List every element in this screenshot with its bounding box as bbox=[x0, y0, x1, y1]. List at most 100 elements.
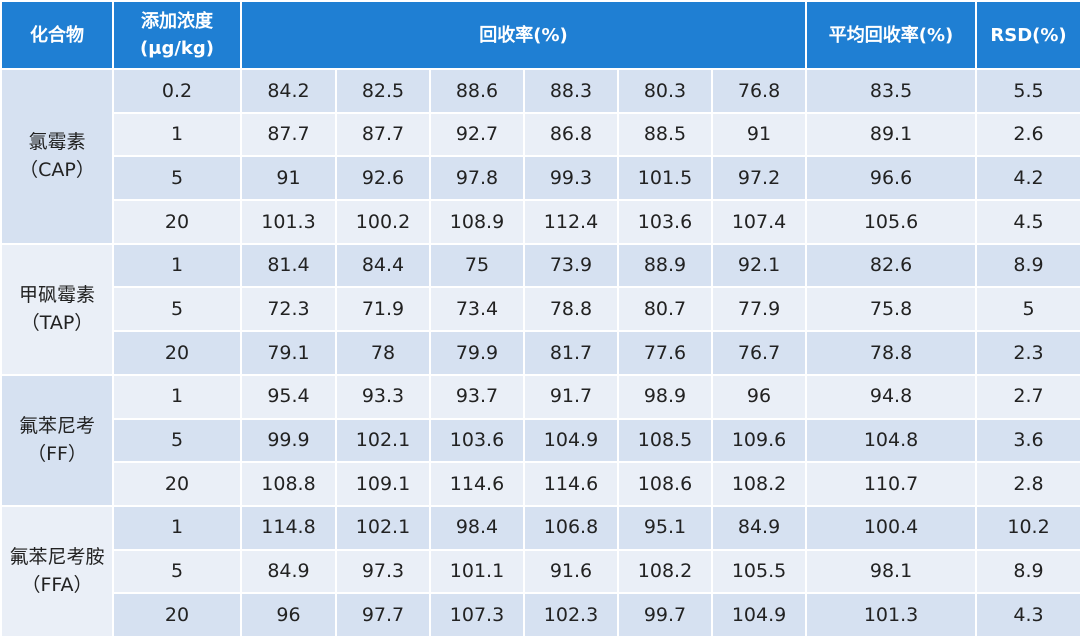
compound-cell: 氟苯尼考 （FF） bbox=[0, 373, 114, 507]
value-cell: 97.8 bbox=[429, 155, 525, 202]
value-cell: 82.6 bbox=[805, 242, 978, 289]
table-row: 1 87.7 87.7 92.7 86.8 88.5 91 89.1 2.6 bbox=[1, 111, 1080, 158]
value-cell: 104.9 bbox=[523, 417, 619, 464]
value-cell: 88.9 bbox=[617, 242, 713, 289]
value-cell: 2.3 bbox=[975, 330, 1080, 376]
value-cell: 99.7 bbox=[617, 592, 713, 638]
value-cell: 81.4 bbox=[240, 242, 337, 289]
value-cell: 96.6 bbox=[805, 155, 978, 202]
header-cell: 平均回收率(%) bbox=[805, 0, 978, 70]
value-cell: 86.8 bbox=[523, 111, 619, 158]
value-cell: 79.9 bbox=[429, 330, 525, 376]
value-cell: 108.6 bbox=[617, 461, 713, 507]
value-cell: 94.8 bbox=[805, 373, 978, 420]
value-cell: 4.2 bbox=[975, 155, 1080, 202]
value-cell: 108.2 bbox=[617, 548, 713, 595]
value-cell: 95.4 bbox=[240, 373, 337, 420]
value-cell: 4.3 bbox=[975, 592, 1080, 638]
compound-cell: 氯霉素 （CAP） bbox=[0, 68, 114, 245]
value-cell: 8.9 bbox=[975, 242, 1080, 289]
value-cell: 102.1 bbox=[335, 417, 431, 464]
value-cell: 0.2 bbox=[112, 68, 242, 114]
header-cell: RSD(%) bbox=[975, 0, 1080, 70]
value-cell: 97.3 bbox=[335, 548, 431, 595]
value-cell: 92.7 bbox=[429, 111, 525, 158]
value-cell: 88.3 bbox=[523, 68, 619, 114]
value-cell: 109.1 bbox=[335, 461, 431, 507]
value-cell: 95.1 bbox=[617, 504, 713, 551]
header-line: (μg/kg) bbox=[139, 38, 214, 59]
value-cell: 20 bbox=[112, 461, 242, 507]
value-cell: 1 bbox=[112, 242, 242, 289]
value-cell: 101.3 bbox=[240, 199, 337, 245]
value-cell: 4.5 bbox=[975, 199, 1080, 245]
value-cell: 20 bbox=[112, 592, 242, 638]
value-cell: 104.8 bbox=[805, 417, 978, 464]
value-cell: 91.7 bbox=[523, 373, 619, 420]
value-cell: 96 bbox=[240, 592, 337, 638]
value-cell: 75.8 bbox=[805, 286, 978, 333]
value-cell: 102.3 bbox=[523, 592, 619, 638]
value-cell: 1 bbox=[112, 504, 242, 551]
header-cell: 回收率(%) bbox=[239, 0, 808, 70]
value-cell: 103.6 bbox=[429, 417, 525, 464]
value-cell: 2.7 bbox=[975, 373, 1080, 420]
value-cell: 100.2 bbox=[335, 199, 431, 245]
value-cell: 97.7 bbox=[335, 592, 431, 638]
value-cell: 99.3 bbox=[523, 155, 619, 202]
value-cell: 80.3 bbox=[617, 68, 713, 114]
value-cell: 114.6 bbox=[429, 461, 525, 507]
value-cell: 3.6 bbox=[975, 417, 1080, 464]
value-cell: 81.7 bbox=[523, 330, 619, 376]
value-cell: 101.1 bbox=[429, 548, 525, 595]
value-cell: 78.8 bbox=[523, 286, 619, 333]
value-cell: 1 bbox=[112, 373, 242, 420]
value-cell: 5 bbox=[112, 417, 242, 464]
value-cell: 91.6 bbox=[523, 548, 619, 595]
value-cell: 82.5 bbox=[335, 68, 431, 114]
header-line: 添加浓度 bbox=[141, 11, 213, 32]
value-cell: 1 bbox=[112, 111, 242, 158]
value-cell: 73.4 bbox=[429, 286, 525, 333]
value-cell: 5.5 bbox=[975, 68, 1080, 114]
table-row: 20 79.1 78 79.9 81.7 77.6 76.7 78.8 2.3 bbox=[1, 330, 1080, 376]
value-cell: 100.4 bbox=[805, 504, 978, 551]
value-cell: 91 bbox=[240, 155, 337, 202]
value-cell: 84.9 bbox=[710, 504, 808, 551]
value-cell: 104.9 bbox=[710, 592, 808, 638]
value-cell: 103.6 bbox=[617, 199, 713, 245]
table-row: 氟苯尼考胺 （FFA） 1 114.8 102.1 98.4 106.8 95.1 84.9 10… bbox=[0, 504, 1080, 638]
value-cell: 2.8 bbox=[975, 461, 1080, 507]
value-cell: 76.8 bbox=[710, 68, 808, 114]
value-cell: 2.6 bbox=[975, 111, 1080, 158]
table-body: 氯霉素 （CAP） 0.2 84.2 82.5 88.6 88.3 80.3 76.8 83.5 5… bbox=[0, 68, 1080, 638]
value-cell: 88.5 bbox=[617, 111, 713, 158]
value-cell: 92.6 bbox=[335, 155, 431, 202]
value-cell: 87.7 bbox=[335, 111, 431, 158]
compound-cell: 甲砜霉素 （TAP） bbox=[0, 242, 114, 376]
compound-line: （FF） bbox=[27, 443, 87, 466]
value-cell: 5 bbox=[975, 286, 1080, 333]
value-cell: 110.7 bbox=[805, 461, 978, 507]
value-cell: 98.4 bbox=[429, 504, 525, 551]
value-cell: 114.8 bbox=[240, 504, 337, 551]
value-cell: 5 bbox=[112, 548, 242, 595]
value-cell: 84.9 bbox=[240, 548, 337, 595]
value-cell: 88.6 bbox=[429, 68, 525, 114]
value-cell: 10.2 bbox=[975, 504, 1080, 551]
value-cell: 101.3 bbox=[805, 592, 978, 638]
value-cell: 108.5 bbox=[617, 417, 713, 464]
value-cell: 98.9 bbox=[617, 373, 713, 420]
value-cell: 108.8 bbox=[240, 461, 337, 507]
compound-line: 氟苯尼考胺 bbox=[9, 545, 105, 568]
value-cell: 108.2 bbox=[710, 461, 808, 507]
table-row: 20 96 97.7 107.3 102.3 99.7 104.9 101.3 4.3 bbox=[1, 592, 1080, 638]
value-cell: 80.7 bbox=[617, 286, 713, 333]
value-cell: 78.8 bbox=[805, 330, 978, 376]
value-cell: 72.3 bbox=[240, 286, 337, 333]
value-cell: 8.9 bbox=[975, 548, 1080, 595]
value-cell: 84.2 bbox=[240, 68, 337, 114]
table-row: 氟苯尼考 （FF） 1 95.4 93.3 93.7 91.7 98.9 96 94.8 2.7 bbox=[0, 373, 1080, 507]
value-cell: 107.4 bbox=[710, 199, 808, 245]
compound-line: 氯霉素 bbox=[28, 130, 86, 153]
